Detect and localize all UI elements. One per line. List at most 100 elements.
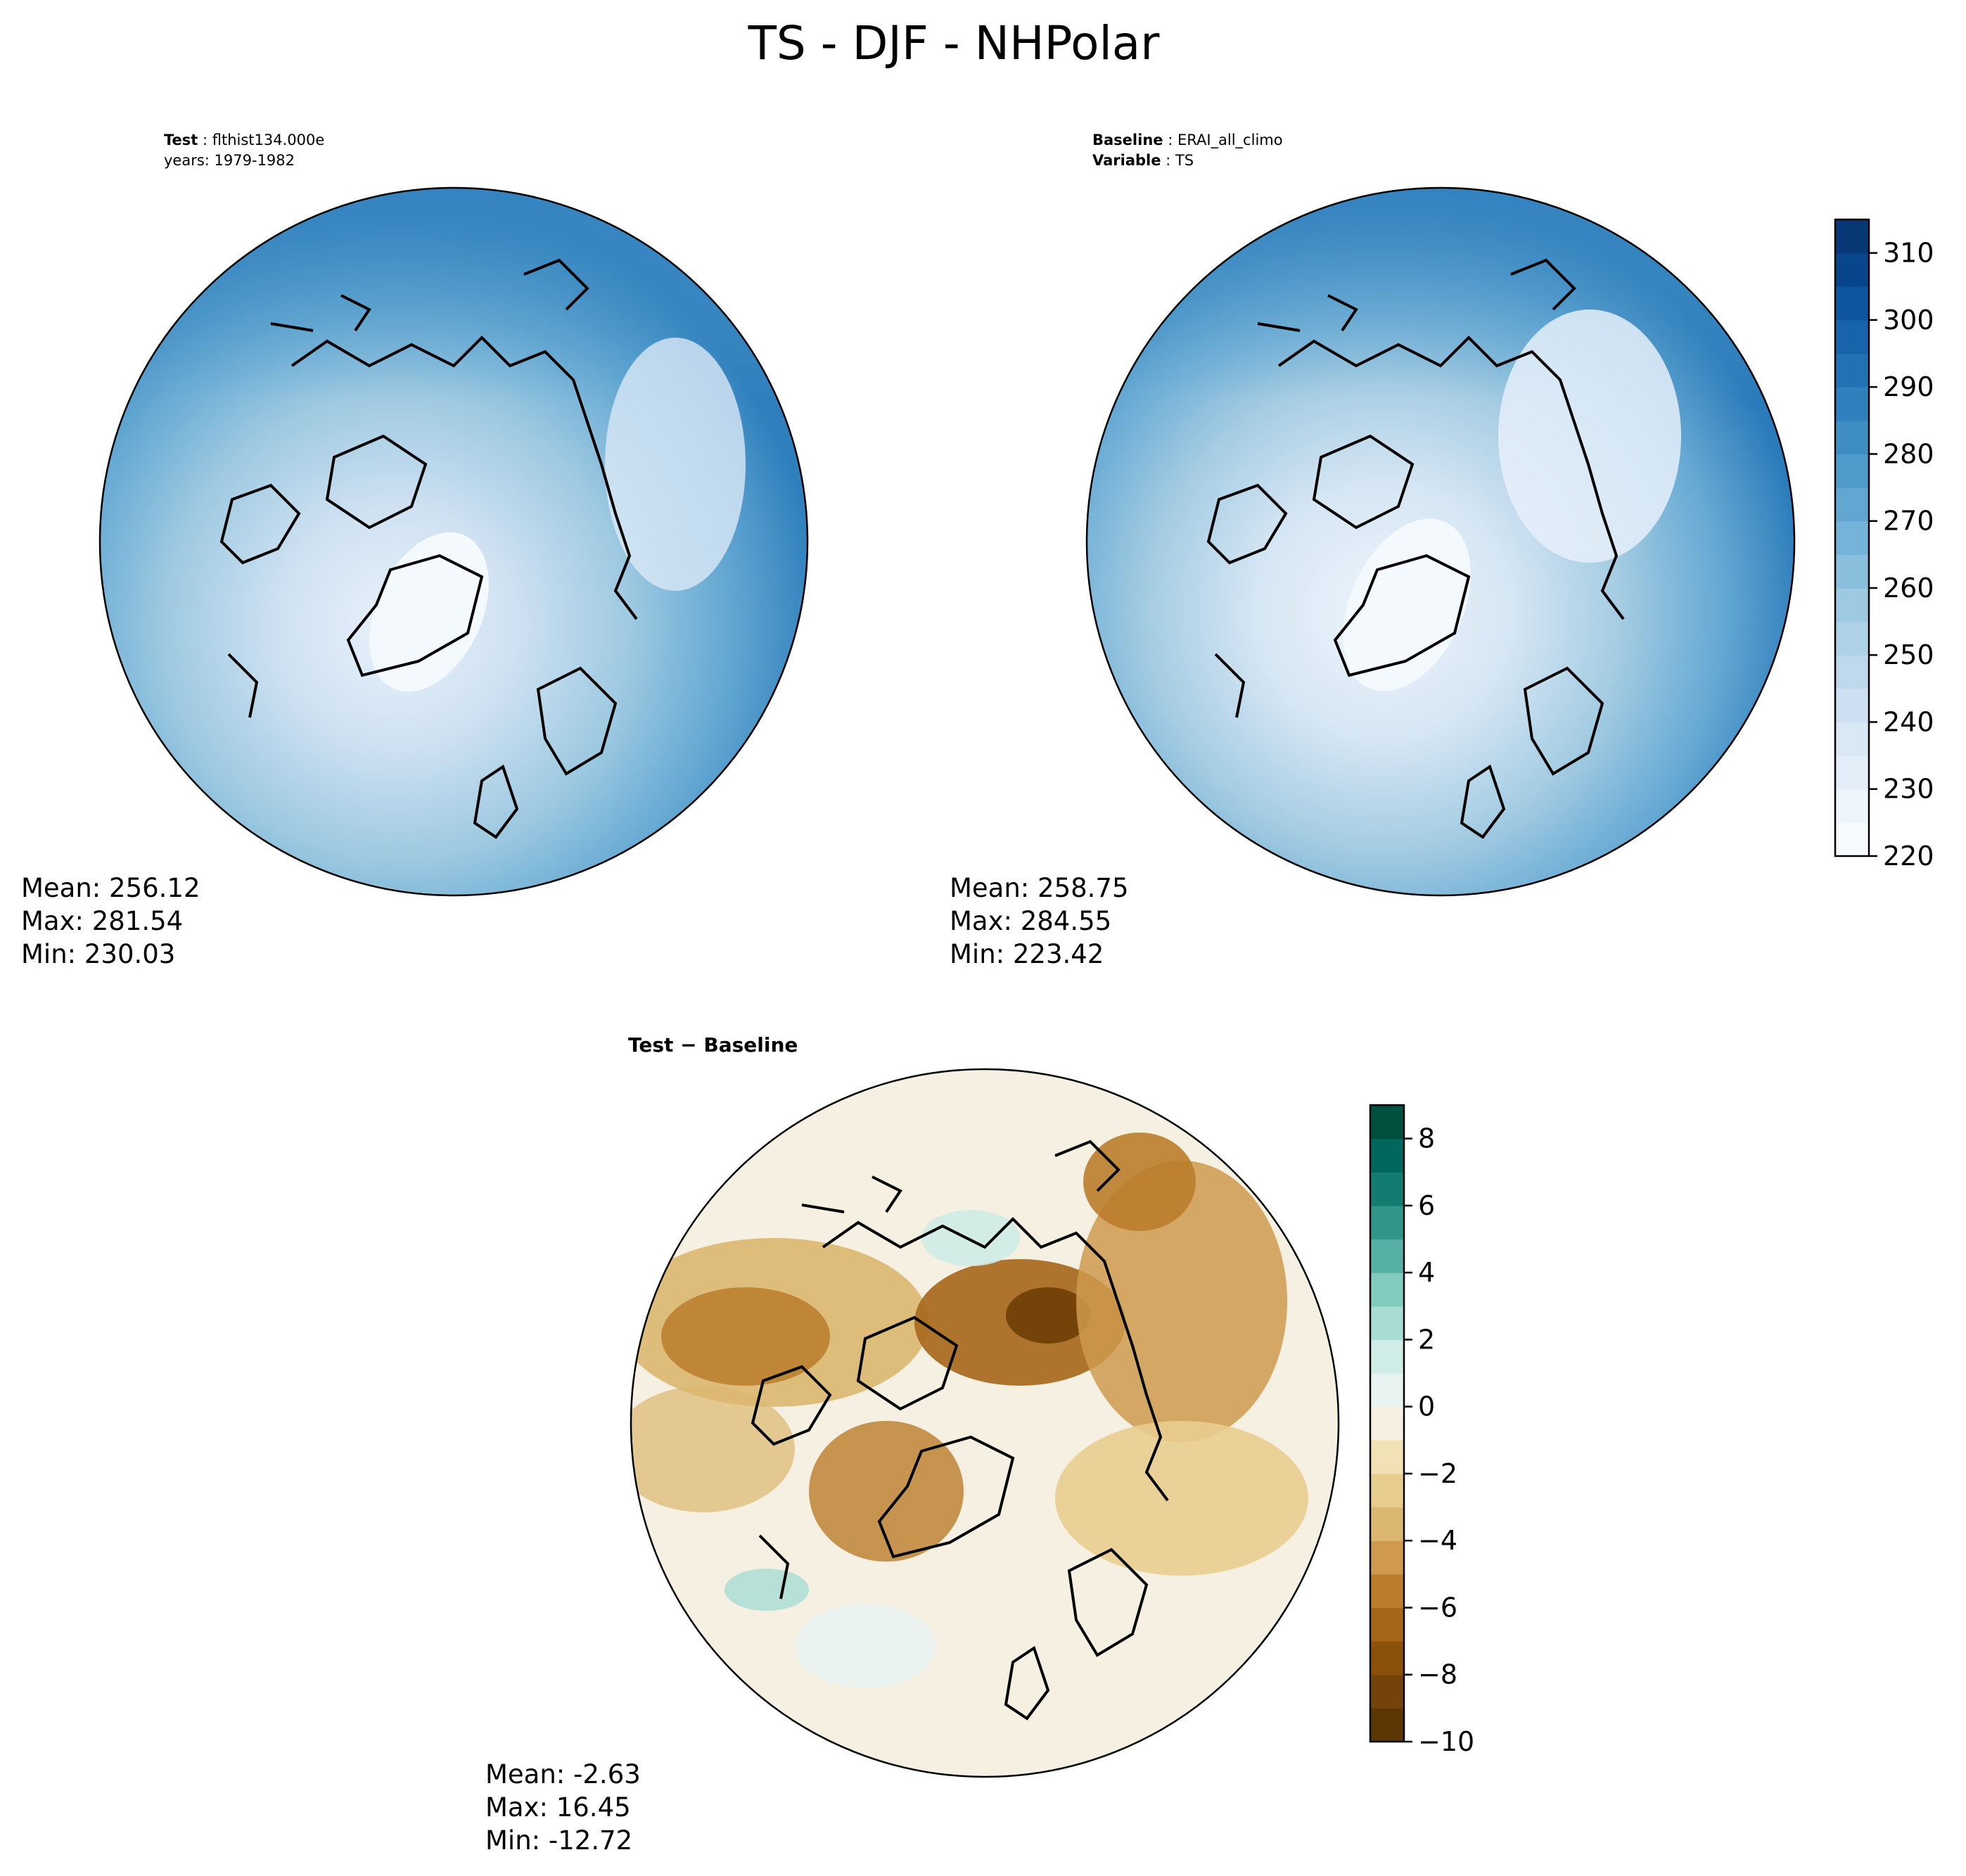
blues-colorbar-tick-label: 310	[1883, 238, 1934, 269]
baseline-label-key: Baseline	[1092, 132, 1163, 148]
blues-colorbar-color-band	[1835, 521, 1869, 555]
test-mean: Mean: 256.12	[21, 873, 200, 903]
blues-colorbar-color-band	[1835, 655, 1869, 689]
diff-map	[631, 1069, 1339, 1777]
diff-patch-g	[1083, 1132, 1196, 1231]
brbg-colorbar-color-band	[1370, 1138, 1404, 1173]
blues-colorbar-color-band	[1835, 554, 1869, 589]
blues-colorbar-color-band	[1835, 420, 1869, 455]
diff-mean: Mean: -2.63	[485, 1759, 641, 1789]
diff-min: Min: -12.72	[485, 1825, 632, 1856]
baseline-siberia-cold	[1498, 310, 1681, 563]
diff-patch-b	[661, 1287, 830, 1386]
blues-colorbar-color-band	[1835, 286, 1869, 321]
brbg-colorbar-tick-label: −6	[1418, 1592, 1457, 1623]
baseline-panel: Baseline : ERAI_all_climo Variable : TS …	[950, 132, 1796, 969]
test-label: Test : flthist134.000e	[164, 132, 324, 148]
brbg-colorbar-tick-label: 2	[1418, 1324, 1435, 1355]
brbg-colorbar-tick-label: 4	[1418, 1257, 1435, 1288]
blues-colorbar-tick-label: 250	[1883, 639, 1934, 670]
diff-patch-j	[921, 1210, 1020, 1266]
brbg-colorbar-tick-label: 8	[1418, 1123, 1435, 1154]
test-label-sep: :	[198, 132, 212, 148]
brbg-colorbar-tick-label: −10	[1418, 1726, 1474, 1757]
test-max: Max: 281.54	[21, 906, 183, 936]
diff-patch-e	[1076, 1161, 1287, 1442]
brbg-colorbar-color-band	[1370, 1440, 1404, 1474]
blues-colorbar-color-band	[1835, 253, 1869, 287]
test-panel: Test : flthist134.000e years: 1979-1982 …	[21, 132, 809, 969]
blues-colorbar-color-band	[1835, 319, 1869, 355]
brbg-colorbar-color-band	[1370, 1373, 1404, 1408]
baseline-variable-sep: :	[1161, 152, 1175, 169]
diff-max: Max: 16.45	[485, 1792, 631, 1823]
blues-colorbar-tick-label: 240	[1883, 706, 1934, 737]
blues-colorbar-color-band	[1835, 487, 1869, 522]
blues-colorbar-color-band	[1835, 722, 1869, 756]
figure-title: TS - DJF - NHPolar	[748, 16, 1161, 70]
brbg-colorbar-color-band	[1370, 1708, 1404, 1742]
brbg-colorbar-color-band	[1370, 1339, 1404, 1374]
brbg-colorbar-color-band	[1370, 1473, 1404, 1508]
blues-colorbar-color-band	[1835, 387, 1869, 421]
brbg-colorbar-tick-label: −8	[1418, 1659, 1457, 1690]
baseline-mean: Mean: 258.75	[950, 873, 1129, 903]
diff-patch-k	[725, 1569, 809, 1611]
baseline-max: Max: 284.55	[950, 906, 1111, 936]
baseline-map-frame	[1085, 186, 1796, 897]
baseline-label-sep: :	[1163, 132, 1177, 148]
brbg-colorbar-tick-label: −2	[1418, 1458, 1457, 1489]
brbg-colorbar-color-band	[1370, 1105, 1404, 1140]
blues-colorbar-color-band	[1835, 353, 1869, 388]
test-greenland-minimum	[369, 532, 489, 692]
blues-colorbar-color-band	[1835, 822, 1869, 857]
baseline-variable: Variable : TS	[1092, 152, 1194, 169]
test-siberia-cold	[605, 338, 746, 591]
brbg-colorbar-color-band	[1370, 1205, 1404, 1240]
baseline-variable-key: Variable	[1092, 152, 1161, 169]
blues-colorbar-tick-label: 270	[1883, 506, 1934, 537]
blues-colorbar-color-band	[1835, 587, 1869, 623]
blues-colorbar-tick-label: 260	[1883, 573, 1934, 604]
blues-colorbar-tick-label: 280	[1883, 438, 1934, 469]
baseline-map	[1087, 188, 1794, 895]
test-years: years: 1979-1982	[164, 152, 295, 169]
brbg-colorbar-tick-label: −4	[1418, 1525, 1457, 1556]
diff-patch-l	[795, 1604, 936, 1688]
brbg-colorbar-color-band	[1370, 1406, 1404, 1441]
blues-colorbar-color-band	[1835, 219, 1869, 254]
brbg-colorbar-color-band	[1370, 1574, 1404, 1609]
diff-patch-i	[631, 1386, 795, 1512]
blues-colorbar-tick-label: 300	[1883, 305, 1934, 336]
brbg-colorbar-color-band	[1370, 1306, 1404, 1341]
diff-map-frame	[630, 1068, 1340, 1778]
blues-colorbar: 220 230 240 250 260 270 280 290 300 310	[1834, 218, 1934, 872]
diff-label: Test − Baseline	[628, 1033, 798, 1057]
brbg-colorbar-color-band	[1370, 1272, 1404, 1307]
blues-colorbar-color-band	[1835, 789, 1869, 823]
test-label-value: flthist134.000e	[212, 132, 325, 148]
blues-colorbar-tick-label: 230	[1883, 774, 1934, 805]
diff-patch-h	[809, 1421, 964, 1562]
baseline-variable-value: TS	[1175, 152, 1194, 169]
baseline-label: Baseline : ERAI_all_climo	[1092, 132, 1283, 149]
diff-panel: Test − Baseline Mean: -2.63 Max: 16.45 M…	[485, 1033, 1340, 1856]
brbg-colorbar-tick-label: 0	[1418, 1391, 1435, 1422]
diff-patch-f	[1055, 1421, 1308, 1576]
brbg-colorbar-color-band	[1370, 1239, 1404, 1273]
diff-patch-d	[1006, 1287, 1090, 1344]
blues-colorbar-color-band	[1835, 454, 1869, 488]
baseline-min: Min: 223.42	[950, 939, 1104, 969]
brbg-colorbar-color-band	[1370, 1641, 1404, 1676]
brbg-colorbar-color-band	[1370, 1507, 1404, 1541]
test-map	[100, 188, 808, 895]
brbg-colorbar-color-band	[1370, 1540, 1404, 1575]
brbg-colorbar-outline	[1369, 1104, 1405, 1743]
brbg-colorbar-color-band	[1370, 1607, 1404, 1642]
brbg-colorbar-tick-label: 6	[1418, 1190, 1435, 1221]
brbg-colorbar-color-band	[1370, 1674, 1404, 1709]
blues-colorbar-color-band	[1835, 755, 1869, 790]
test-min: Min: 230.03	[21, 939, 175, 969]
test-map-frame	[98, 186, 809, 897]
